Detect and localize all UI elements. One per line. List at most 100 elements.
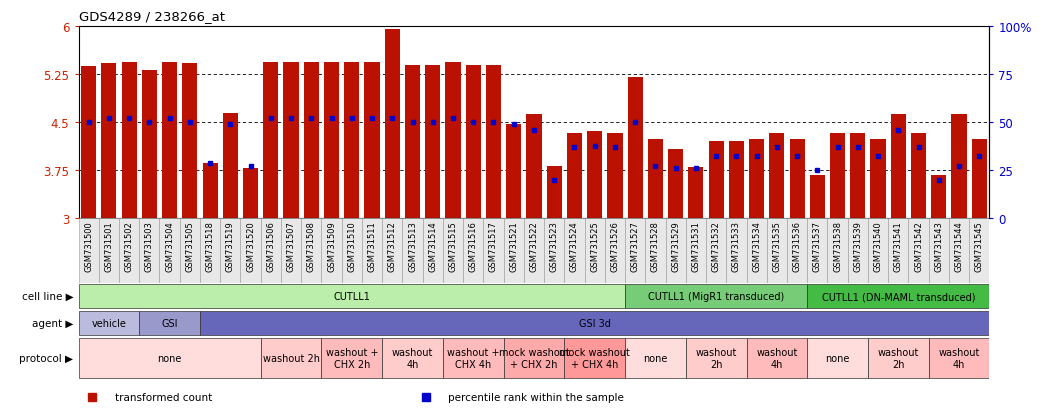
Text: GSM731521: GSM731521 (509, 221, 518, 271)
Text: GSM731515: GSM731515 (448, 221, 458, 271)
Bar (607, 134, 623, 219)
Text: washout
2h: washout 2h (695, 347, 737, 369)
Bar (891, 115, 906, 219)
FancyBboxPatch shape (200, 219, 220, 283)
FancyBboxPatch shape (686, 219, 706, 283)
Bar (486, 66, 502, 219)
Bar (139, 311, 200, 335)
Bar (870, 140, 886, 219)
Bar (749, 140, 764, 219)
Bar (304, 63, 319, 219)
Bar (729, 142, 744, 219)
Text: GSM731535: GSM731535 (773, 221, 781, 272)
Text: GSM731502: GSM731502 (125, 221, 134, 271)
FancyBboxPatch shape (139, 219, 159, 283)
Bar (382, 338, 443, 378)
FancyBboxPatch shape (848, 219, 868, 283)
FancyBboxPatch shape (625, 219, 645, 283)
Text: GSM731510: GSM731510 (348, 221, 356, 271)
FancyBboxPatch shape (159, 219, 180, 283)
FancyBboxPatch shape (119, 219, 139, 283)
Text: GSM731512: GSM731512 (387, 221, 397, 271)
Text: GSM731506: GSM731506 (266, 221, 275, 272)
FancyBboxPatch shape (605, 219, 625, 283)
FancyBboxPatch shape (807, 219, 827, 283)
Text: cell line ▶: cell line ▶ (22, 291, 73, 301)
Text: GSM731533: GSM731533 (732, 221, 741, 272)
Text: GSM731534: GSM731534 (752, 221, 761, 272)
Bar (952, 114, 966, 219)
Bar (547, 166, 562, 219)
Text: GSM731528: GSM731528 (651, 221, 660, 272)
Text: GSM731545: GSM731545 (975, 221, 984, 271)
FancyBboxPatch shape (706, 219, 727, 283)
FancyBboxPatch shape (261, 219, 281, 283)
FancyBboxPatch shape (402, 219, 423, 283)
Text: washout
4h: washout 4h (756, 347, 798, 369)
Text: GSM731507: GSM731507 (287, 221, 295, 272)
Text: vehicle: vehicle (91, 318, 127, 328)
Text: CUTLL1 (MigR1 transduced): CUTLL1 (MigR1 transduced) (648, 291, 784, 301)
Text: GSM731514: GSM731514 (428, 221, 438, 271)
Text: GSM731509: GSM731509 (327, 221, 336, 271)
Bar (527, 114, 541, 219)
Text: GSM731542: GSM731542 (914, 221, 923, 271)
Bar (223, 113, 238, 219)
Text: GSM731513: GSM731513 (408, 221, 417, 272)
Bar (587, 131, 602, 219)
Bar (830, 134, 845, 219)
Bar (405, 66, 420, 219)
Text: GSM731511: GSM731511 (367, 221, 377, 271)
Bar (807, 338, 868, 378)
Bar (263, 63, 279, 219)
Text: GSM731500: GSM731500 (84, 221, 93, 271)
Bar (202, 163, 218, 219)
Text: GSM731503: GSM731503 (144, 221, 154, 272)
FancyBboxPatch shape (666, 219, 686, 283)
Text: GSM731541: GSM731541 (894, 221, 903, 271)
Bar (564, 338, 625, 378)
Bar (504, 338, 564, 378)
FancyBboxPatch shape (868, 219, 888, 283)
Text: none: none (643, 353, 668, 363)
FancyBboxPatch shape (241, 219, 261, 283)
FancyBboxPatch shape (929, 219, 949, 283)
Bar (79, 311, 139, 335)
Text: GSM731508: GSM731508 (307, 221, 316, 272)
Text: GSM731531: GSM731531 (691, 221, 700, 272)
Text: percentile rank within the sample: percentile rank within the sample (448, 392, 624, 402)
Bar (686, 338, 747, 378)
Bar (709, 142, 723, 219)
Text: GSM731539: GSM731539 (853, 221, 863, 272)
FancyBboxPatch shape (302, 219, 321, 283)
Bar (929, 338, 989, 378)
Text: washout +
CHX 4h: washout + CHX 4h (447, 347, 499, 369)
Bar (445, 63, 461, 219)
Text: GDS4289 / 238266_at: GDS4289 / 238266_at (79, 10, 224, 23)
Bar (789, 140, 805, 219)
Text: GSM731505: GSM731505 (185, 221, 195, 271)
FancyBboxPatch shape (909, 219, 929, 283)
Text: GSM731529: GSM731529 (671, 221, 681, 271)
Bar (931, 176, 946, 219)
Bar (141, 70, 157, 219)
Text: CUTLL1: CUTLL1 (333, 291, 371, 301)
Bar (425, 66, 441, 219)
FancyBboxPatch shape (281, 219, 302, 283)
Bar (868, 338, 929, 378)
Bar (972, 140, 987, 219)
Bar (243, 169, 259, 219)
Bar (200, 311, 989, 335)
Text: GSM731501: GSM731501 (105, 221, 113, 271)
Bar (688, 168, 704, 219)
FancyBboxPatch shape (949, 219, 970, 283)
Text: GSM731544: GSM731544 (955, 221, 963, 271)
Text: GSM731523: GSM731523 (550, 221, 559, 272)
FancyBboxPatch shape (544, 219, 564, 283)
Text: washout +
CHX 2h: washout + CHX 2h (326, 347, 378, 369)
Bar (668, 150, 684, 219)
Text: mock washout
+ CHX 2h: mock washout + CHX 2h (498, 347, 570, 369)
Text: mock washout
+ CHX 4h: mock washout + CHX 4h (559, 347, 630, 369)
Bar (627, 78, 643, 219)
FancyBboxPatch shape (79, 219, 98, 283)
